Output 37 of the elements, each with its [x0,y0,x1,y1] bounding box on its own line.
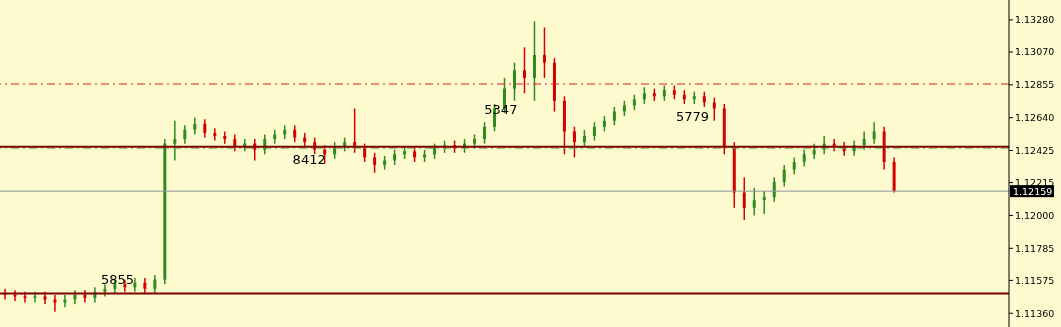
candlestick [712,97,716,122]
y-tick-label: 1.11575 [1015,274,1055,286]
candlestick [752,187,756,217]
annotation: 5855 [100,272,134,288]
candlestick [513,61,516,102]
candlestick [572,126,576,159]
annotation: 5779 [676,108,710,124]
candlestick [363,142,367,163]
y-tick-label: 1.11360 [1015,307,1055,319]
ref-line-label: 1.12159 [1013,186,1053,198]
candlestick [522,46,526,94]
candlestick [53,294,57,313]
y-tick-label: 1.11785 [1015,242,1055,254]
candlestick [153,274,157,295]
y-tick-label: 1.12855 [1015,79,1055,91]
y-tick-label: 1.12000 [1015,209,1055,221]
candlestick [542,26,546,79]
candlestick [592,121,596,142]
candlestick [213,127,217,142]
candlestick [183,124,187,145]
candlestick [772,176,776,203]
candlestick [532,20,536,102]
candlestick [483,121,487,145]
candlestick [223,130,227,145]
candlestick [373,152,377,174]
candlestick [762,190,766,215]
candlestick [612,106,616,127]
candlestick [862,130,866,151]
candlestick [173,119,177,162]
y-tick-label: 1.13280 [1015,14,1055,26]
candlestick [872,121,876,145]
candlestick [782,164,786,188]
y-tick-label: 1.12425 [1015,144,1055,156]
y-tick-label: 1.13070 [1015,46,1055,58]
y-tick-label: 1.12640 [1015,112,1055,124]
candlestick [203,118,207,139]
candlestick [742,176,746,221]
